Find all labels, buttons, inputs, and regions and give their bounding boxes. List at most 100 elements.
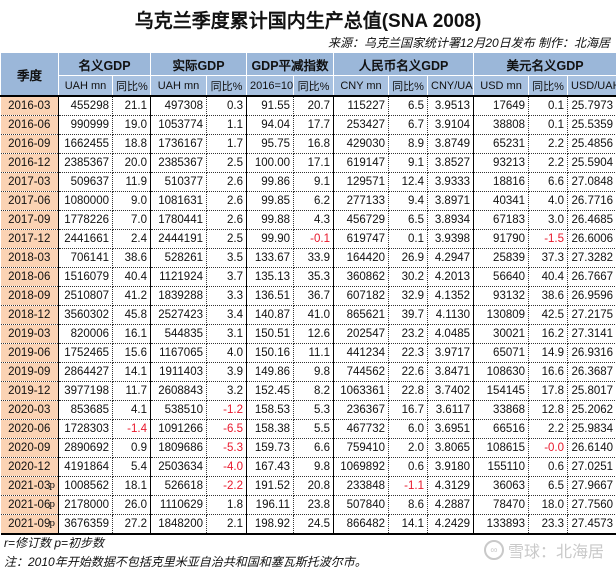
quarter-label: 2017-12 [8, 233, 51, 245]
quarter-cell: 2020-06 [0, 419, 59, 439]
cell-nom: 1752465 [58, 343, 113, 363]
quarter-label: 2018-06 [8, 271, 51, 283]
cell-defl: 100.00 [246, 153, 294, 173]
header-cny-rate: CNY/UAH [426, 75, 475, 97]
cell-nom: 3560302 [58, 305, 113, 325]
cell-real-yoy: 3.2 [206, 381, 247, 401]
cell-nom-yoy: 4.1 [112, 400, 151, 420]
quarter-cell: 2019-09 [0, 362, 59, 382]
cell-defl: 91.55 [246, 96, 294, 116]
cell-defl-yoy: 11.1 [293, 343, 334, 363]
cell-nom: 853685 [58, 400, 113, 420]
cell-defl: 135.13 [246, 267, 294, 287]
cell-cny-yoy: 23.2 [388, 324, 428, 344]
cell-defl: 150.51 [246, 324, 294, 344]
table-row: 2020-06 1728303 -1.4 1091266 -6.5 158.38 5.5 46… [0, 419, 616, 439]
cell-cny-yoy: 6.5 [388, 96, 428, 116]
cell-real: 2608843 [150, 381, 207, 401]
cell-defl-yoy: 24.5 [293, 514, 334, 535]
cell-nom-yoy: 11.7 [112, 381, 151, 401]
cell-nom: 2890692 [58, 438, 113, 458]
cell-cny-yoy: -1.1 [388, 476, 428, 496]
cell-cny: 456729 [333, 210, 389, 230]
quarter-label: 2016-06 [8, 119, 51, 131]
quarter-cell: 2018-09 [0, 286, 59, 306]
table-row: 2020-12 4191864 5.4 2503634 -4.0 167.43 9.8 106… [0, 457, 616, 477]
table-body: 2016-03 455298 21.1 497308 0.3 91.55 20.7 11522… [0, 96, 616, 535]
header-nominal-uah: UAH mn [58, 75, 113, 97]
cell-cny: 467732 [333, 419, 389, 439]
cell-usd: 155110 [473, 457, 530, 477]
cell-nom-yoy: 7.0 [112, 210, 151, 230]
cell-usd: 18816 [473, 172, 530, 192]
cell-cny-yoy: 14.1 [388, 514, 428, 535]
cell-defl: 198.92 [246, 514, 294, 535]
header-group-deflator: GDP平减指数 [246, 52, 334, 76]
cell-defl-yoy: 17.1 [293, 153, 334, 173]
cell-cny-rate: 3.8065 [427, 438, 475, 458]
cell-nom-yoy: 38.6 [112, 248, 151, 268]
cell-usd-yoy: 23.3 [528, 514, 569, 535]
header-real-yoy: 同比% [206, 75, 247, 97]
cell-usd-rate: 26.3687 [567, 362, 616, 382]
cell-usd-rate: 27.3141 [567, 324, 616, 344]
cell-cny-rate: 3.7402 [427, 381, 475, 401]
table-row: 2021-06 p 2178000 26.0 1110629 1.8 196.11 23.8 5… [0, 495, 616, 515]
cell-defl: 133.67 [246, 248, 294, 268]
cell-defl: 152.45 [246, 381, 294, 401]
table-row: 2021-09 p 3676359 27.2 1848200 2.1 198.92 24.5 8… [0, 514, 616, 535]
cell-defl-yoy: 35.3 [293, 267, 334, 287]
cell-nom-yoy: 26.0 [112, 495, 151, 515]
cell-real: 1167065 [150, 343, 207, 363]
table-row: 2019-06 1752465 15.6 1167065 4.0 150.16 11.1 44… [0, 343, 616, 363]
cell-usd: 40341 [473, 191, 530, 211]
cell-nom: 1516079 [58, 267, 113, 287]
cell-cny: 865621 [333, 305, 389, 325]
cell-cny-yoy: 16.7 [388, 400, 428, 420]
table-row: 2019-12 3977198 11.7 2608843 3.2 152.45 8.2 106… [0, 381, 616, 401]
cell-usd: 17649 [473, 96, 530, 116]
footnote-note: 注：2010年开始数据不包括克里米亚自治共和国和塞瓦斯托波尔市。 [4, 555, 367, 569]
quarter-label: 2016-03 [8, 100, 51, 112]
table-row: 2018-12 3560302 45.8 2527423 3.4 140.87 41.0 86… [0, 305, 616, 325]
cell-usd: 108630 [473, 362, 530, 382]
cell-usd-rate: 27.9667 [567, 476, 616, 496]
cell-defl-yoy: 4.3 [293, 210, 334, 230]
cell-usd: 130809 [473, 305, 530, 325]
cell-usd: 93132 [473, 286, 530, 306]
cell-cny: 164420 [333, 248, 389, 268]
cell-nom-yoy: 21.1 [112, 96, 151, 116]
cell-nom: 2385367 [58, 153, 113, 173]
quarter-cell: 2016-09 [0, 134, 59, 154]
quarter-cell: 2020-09 [0, 438, 59, 458]
cell-nom: 3676359 [58, 514, 113, 535]
cell-real: 2503634 [150, 457, 207, 477]
cell-nom-yoy: 40.4 [112, 267, 151, 287]
cell-cny-yoy: 6.7 [388, 115, 428, 135]
cell-real-yoy: 2.5 [206, 229, 247, 249]
quarter-cell: 2019-03 [0, 324, 59, 344]
cell-cny-rate: 3.9333 [427, 172, 475, 192]
cell-nom-yoy: 41.2 [112, 286, 151, 306]
cell-cny: 115227 [333, 96, 389, 116]
quarter-label: 2016-09 [8, 138, 51, 150]
cell-usd-rate: 27.2175 [567, 305, 616, 325]
cell-nom-yoy: -1.4 [112, 419, 151, 439]
cell-cny: 277133 [333, 191, 389, 211]
cell-usd-yoy: 37.3 [528, 248, 569, 268]
cell-real: 1848200 [150, 514, 207, 535]
cell-cny-yoy: 32.9 [388, 286, 428, 306]
cell-cny-rate: 4.1352 [427, 286, 475, 306]
cell-defl-yoy: 6.2 [293, 191, 334, 211]
header-usd-yoy: 同比% [528, 75, 569, 97]
cell-usd: 33868 [473, 400, 530, 420]
header-group-real-gdp: 实际GDP [150, 52, 247, 76]
cell-real-yoy: 3.9 [206, 362, 247, 382]
cell-real-yoy: 3.3 [206, 286, 247, 306]
watermark-text: 雪球：北海居 [507, 544, 604, 561]
cell-defl-yoy: 12.6 [293, 324, 334, 344]
table-row: 2020-03 853685 4.1 538510 -1.2 158.53 5.3 23636… [0, 400, 616, 420]
quarter-cell: 2016-12 [0, 153, 59, 173]
cell-usd-rate: 26.9596 [567, 286, 616, 306]
cell-nom: 2510807 [58, 286, 113, 306]
